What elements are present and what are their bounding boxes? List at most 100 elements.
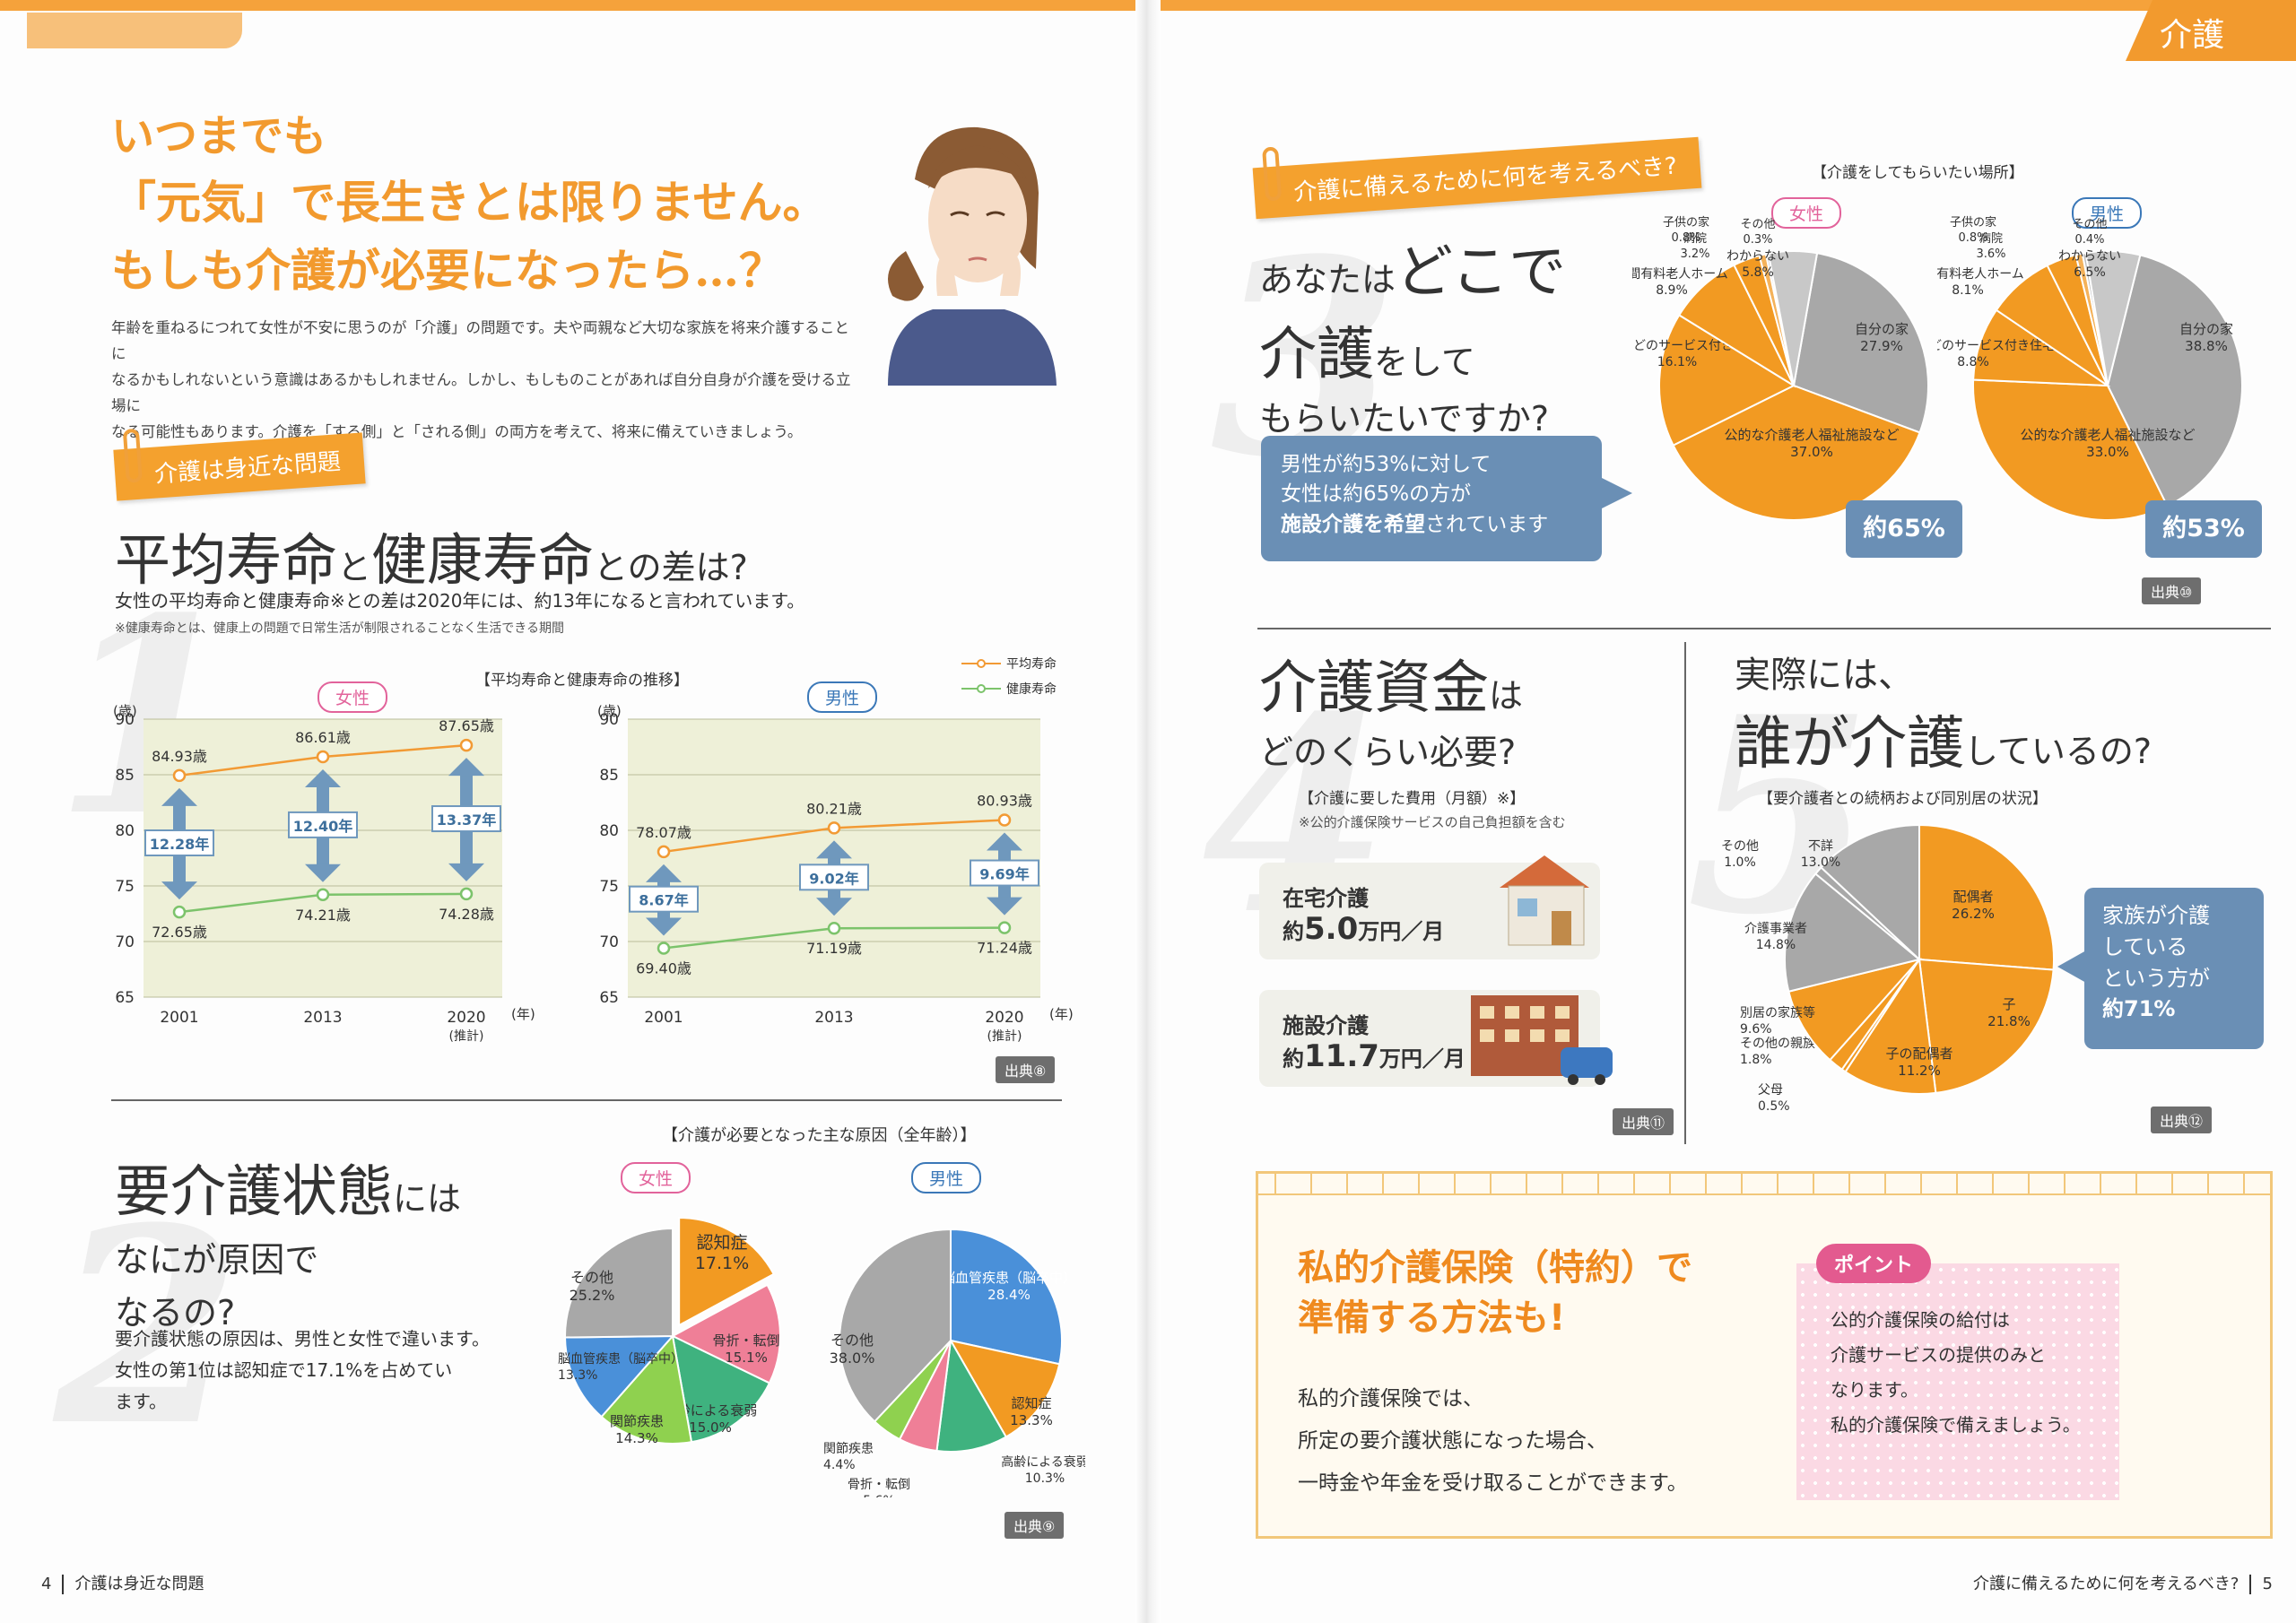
card-unit: 万円／月	[1358, 919, 1445, 944]
title-part: との差は?	[594, 548, 748, 587]
pie-slice	[670, 1283, 781, 1384]
gap-arrow-head	[448, 758, 484, 777]
pie-slice	[563, 1334, 675, 1419]
section-divider	[1257, 628, 2271, 629]
slice-value: 4.4%	[823, 1458, 856, 1472]
title-part: どこで	[1396, 239, 1567, 306]
footer-divider	[2249, 1575, 2252, 1594]
pie-slice	[2084, 250, 2142, 386]
house-icon	[1500, 855, 1589, 946]
book-gutter	[1135, 0, 1161, 1623]
gap-label: 8.67年	[639, 892, 688, 909]
bubble-line: 男性が約53%に対して	[1281, 453, 1492, 476]
slice-label: 公的な介護老人福祉施設など	[2020, 427, 2195, 443]
title-part: 健康寿命	[371, 527, 595, 593]
speech-bubble: 男性が約53%に対して 女性は約65%の方が 施設介護を希望されています	[1261, 436, 1602, 561]
data-label: 86.61歳	[295, 729, 351, 746]
chart-legend: 平均寿命 健康寿命	[961, 655, 1057, 698]
y-tick-label: 65	[599, 989, 619, 1007]
page-number: 4	[41, 1575, 52, 1593]
body-line: 私的介護保険では、	[1298, 1387, 1483, 1410]
legend-line-green	[961, 684, 1001, 693]
point-line: 介護サービスの提供のみと	[1831, 1344, 2046, 1366]
gap-arrow-head	[646, 864, 682, 882]
data-label: 71.24歳	[977, 940, 1032, 957]
section-3-title: あなたはどこで 介護をして もらいたいですか?	[1259, 226, 1566, 440]
data-point	[316, 888, 330, 902]
slice-value: 27.9%	[1860, 338, 1903, 354]
slice-value: 0.4%	[2074, 233, 2104, 247]
bubble-line: している	[2102, 933, 2188, 959]
slice-label: その他	[831, 1332, 874, 1349]
slice-value: 28.4%	[987, 1287, 1031, 1303]
section-1-lead: 女性の平均寿命と健康寿命※との差は2020年には、約13年になると言われています…	[115, 590, 805, 612]
slice-value: 14.8%	[1756, 938, 1796, 952]
slice-label: 子	[2002, 996, 2015, 1012]
gap-arrow-head	[448, 863, 484, 881]
body-line: 一時金や年金を受け取ることができます。	[1298, 1471, 1688, 1496]
title-part: どのくらい必要?	[1259, 733, 1517, 772]
slice-label: 自分の家	[1855, 321, 1909, 337]
gap-label-box	[431, 805, 501, 833]
y-tick-label: 80	[599, 822, 619, 840]
pie-slice	[1792, 252, 1929, 434]
title-part: には	[393, 1179, 462, 1219]
footer-divider	[62, 1575, 65, 1594]
worried-woman-illustration	[888, 126, 1057, 386]
card-value: 5.0	[1304, 911, 1359, 947]
gap-label-box	[970, 859, 1039, 887]
point-line: 公的介護保険の給付は	[1831, 1309, 2010, 1331]
female-facility-badge: 約65%	[1846, 500, 1962, 558]
slice-label: 脳血管疾患（脳卒中）	[558, 1352, 683, 1367]
slice-label: 骨折・転倒	[712, 1332, 779, 1349]
slice-value: 15.1%	[725, 1350, 768, 1366]
slice-label: 子供の家	[1950, 215, 1996, 230]
slice-value: 3.6%	[1976, 247, 2005, 261]
point-line: 私的介護保険で備えましょう。	[1831, 1414, 2081, 1436]
section-tag-label: 介護は身近な問題	[153, 448, 342, 489]
gap-label: 12.28年	[150, 836, 210, 853]
pie-slice	[1972, 308, 2111, 387]
hero-line-2: 「元気」で長生きとは限りません。	[111, 176, 828, 229]
slice-value: 37.0%	[1790, 444, 1833, 460]
source-badge: 出典⑫	[2151, 1107, 2213, 1133]
gap-label-box	[288, 811, 358, 838]
data-point	[172, 768, 187, 783]
bubble-emphasis: 施設介護を希望	[1281, 512, 1425, 536]
section-1-note: ※健康寿命とは、健康上の問題で日常生活が制限されることなく生活できる期間	[115, 621, 565, 636]
gap-label-box	[799, 864, 869, 891]
data-point	[459, 738, 474, 752]
slice-label: 関節疾患	[823, 1441, 874, 1456]
male-pill: 男性	[807, 681, 878, 713]
y-tick-label: 90	[115, 711, 135, 729]
left-page: いつまでも 「元気」で長生きとは限りません。 もしも介護が必要になったら…？ 年…	[0, 0, 1148, 1594]
pie-slice	[1658, 314, 1796, 447]
slice-value: 25.2%	[570, 1287, 615, 1304]
bubble-line: という方が	[2102, 965, 2210, 991]
slice-label: 不詳	[1808, 839, 1833, 854]
x-axis-label: (年)	[1049, 1006, 1074, 1022]
title-part: しているの?	[1964, 732, 2152, 771]
section-5-title: 実際には、 誰が介護しているの?	[1735, 646, 2152, 780]
slice-value: 1.0%	[1724, 855, 1756, 870]
data-point	[657, 942, 671, 955]
intro-line: なる可能性もあります。介護を「する側」と「される側」の両方を考えて、将来に備えて…	[111, 422, 803, 440]
x-tick-label: 2001	[160, 1009, 198, 1027]
corner-tab	[2126, 0, 2296, 61]
bubble-tail	[2057, 950, 2086, 983]
section-2-title: 要介護状態には なにが原因で なるの?	[115, 1146, 461, 1334]
insurance-body: 私的介護保険では、 所定の要介護状態になった場合、 一時金や年金を受け取ることが…	[1298, 1378, 1688, 1505]
gap-label: 13.37年	[437, 812, 497, 829]
section-4-title: 介護資金は どのくらい必要?	[1259, 642, 1523, 774]
pill-label: 男性	[2072, 197, 2143, 229]
bubble-line: されています	[1425, 512, 1549, 536]
gap-arrow-head	[305, 769, 341, 788]
slice-label: 介護などのサービス付き住宅	[1937, 339, 2055, 353]
pie-slice	[935, 1337, 1008, 1453]
slice-value: 0.8%	[1958, 231, 1987, 245]
nursing-facility-icon	[1471, 995, 1613, 1085]
slice-label: 別居の家族等	[1740, 1005, 1815, 1020]
slice-value: 0.5%	[1758, 1099, 1790, 1112]
